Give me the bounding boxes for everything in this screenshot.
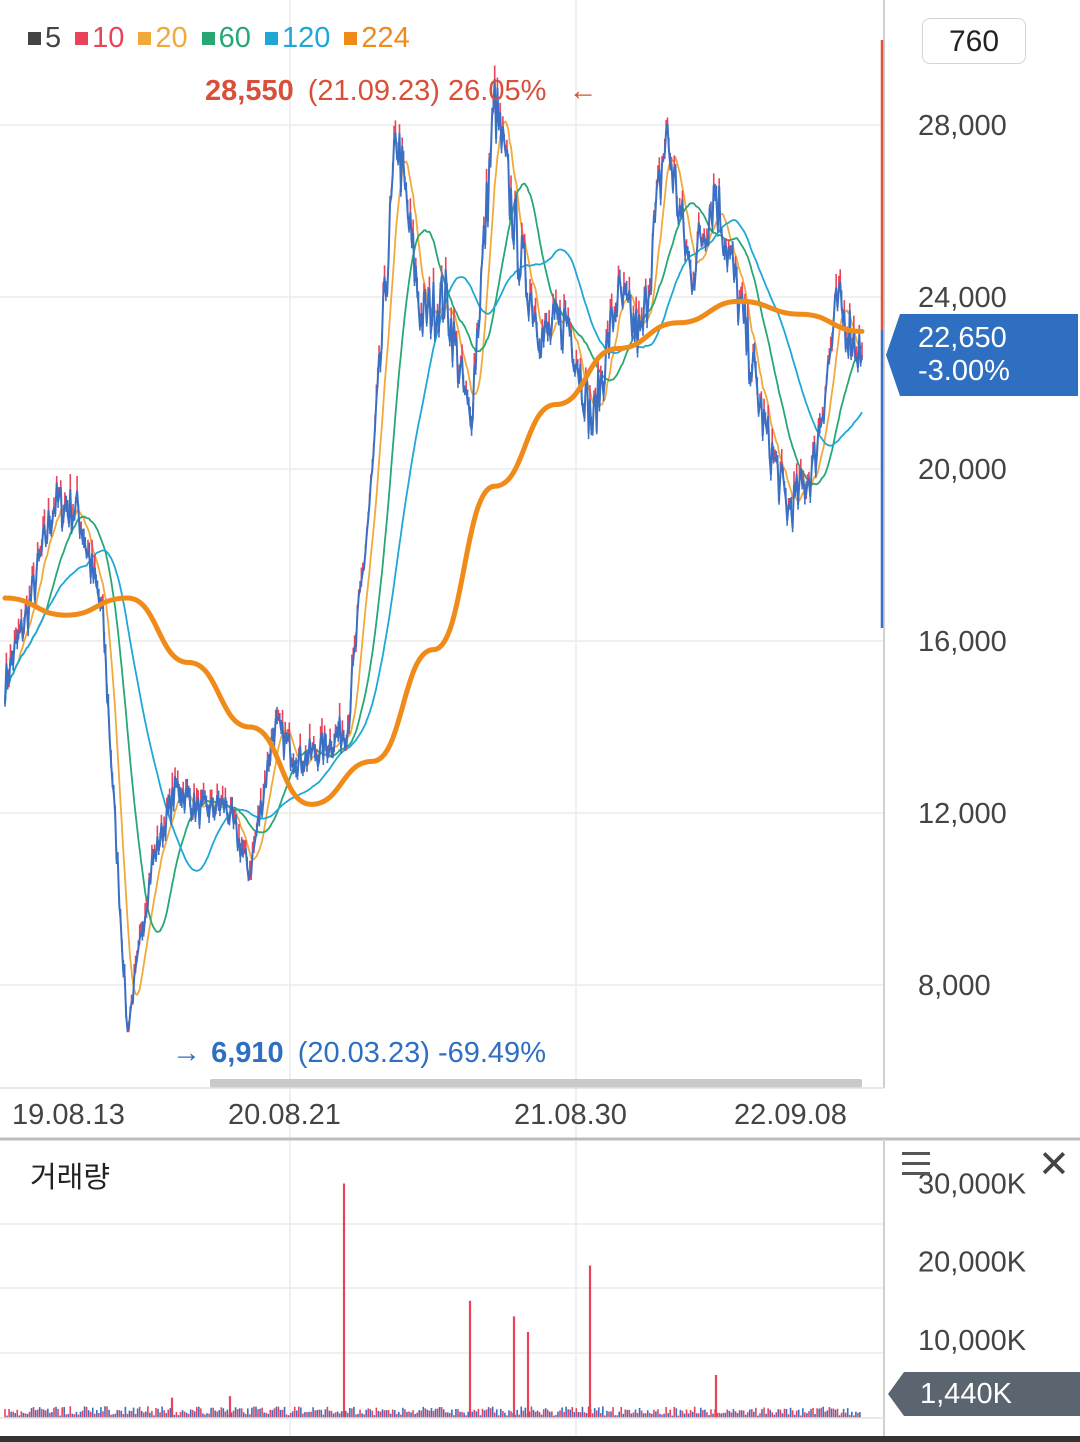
ma-224-path xyxy=(2,298,865,807)
price-tick-label: 28,000 xyxy=(918,110,1007,142)
price-tick-label: 8,000 xyxy=(918,970,991,1002)
volume-tick-label: 10,000K xyxy=(918,1325,1027,1357)
low-price: 6,910 xyxy=(211,1037,284,1069)
legend-label-60: 60 xyxy=(218,22,251,54)
date-tick-label: 20.08.21 xyxy=(228,1099,341,1131)
legend-label-120: 120 xyxy=(281,22,331,54)
date-tick-label: 21.08.30 xyxy=(514,1099,627,1131)
legend-swatch-120 xyxy=(264,31,278,45)
legend-swatch-5 xyxy=(28,31,41,45)
legend-label-20: 20 xyxy=(155,22,188,54)
volume-axis-labels: 30,000K 20,000K 10,000K xyxy=(918,1168,1027,1356)
price-tick-label: 24,000 xyxy=(918,282,1007,314)
legend-item-5[interactable]: 5 xyxy=(28,20,61,56)
date-tick-label: 19.08.13 xyxy=(12,1099,125,1131)
high-detail: (21.09.23) 26.05% xyxy=(308,75,547,107)
low-detail: (20.03.23) -69.49% xyxy=(298,1037,546,1069)
price-series xyxy=(4,65,863,1033)
high-price: 28,550 xyxy=(205,75,294,107)
legend-label-5: 5 xyxy=(45,22,62,54)
volume-tick-label: 20,000K xyxy=(918,1247,1027,1279)
current-price-change: -3.00% xyxy=(918,355,1010,387)
legend-item-20[interactable]: 20 xyxy=(138,20,188,56)
chart-scrollbar[interactable] xyxy=(210,1079,862,1088)
legend-swatch-60 xyxy=(201,31,215,45)
current-price-value: 22,650 xyxy=(918,322,1007,354)
candle-count-badge[interactable]: 760 xyxy=(922,18,1026,64)
legend-item-10[interactable]: 10 xyxy=(75,20,124,56)
low-arrow-icon: → xyxy=(172,1037,201,1069)
price-tick-label: 12,000 xyxy=(918,798,1007,830)
ma-120-line xyxy=(4,219,863,872)
price-tick-label: 16,000 xyxy=(918,626,1007,658)
legend-item-224[interactable]: 224 xyxy=(344,20,410,56)
volume-grid xyxy=(0,1223,884,1354)
price-line xyxy=(4,78,863,1031)
legend-label-10: 10 xyxy=(92,22,125,54)
legend-label-224: 224 xyxy=(361,22,410,54)
current-price-tag: 22,650 -3.00% xyxy=(886,314,1078,396)
legend-swatch-10 xyxy=(75,31,89,45)
volume-tick-label: 30,000K xyxy=(918,1168,1027,1200)
ma-224-line xyxy=(2,298,865,807)
legend-swatch-20 xyxy=(138,31,152,45)
date-axis-labels: 19.08.13 20.08.21 21.08.30 22.09.08 xyxy=(12,1099,847,1131)
price-grid xyxy=(0,0,884,1442)
low-annotation: → 6,910 (20.03.23) -69.49% xyxy=(172,1037,546,1069)
legend-item-60[interactable]: 60 xyxy=(201,20,251,56)
volume-panel-title: 거래량 xyxy=(30,1162,111,1194)
high-annotation: 28,550 (21.09.23) 26.05% ← xyxy=(205,75,597,107)
hamburger-icon[interactable] xyxy=(902,1152,930,1176)
high-arrow-icon: ← xyxy=(568,75,597,107)
legend-swatch-224 xyxy=(344,31,358,45)
current-volume-tag: 1,440K xyxy=(888,1372,1080,1416)
price-tick-label: 20,000 xyxy=(918,454,1007,486)
date-tick-label: 22.09.08 xyxy=(734,1099,847,1131)
volume-bars xyxy=(4,1183,861,1418)
ma-legend[interactable]: 5 10 20 60 120 224 xyxy=(28,20,410,56)
close-icon[interactable]: ✕ xyxy=(1038,1144,1070,1186)
price-axis-labels: 28,000 24,000 20,000 16,000 12,000 8,000 xyxy=(918,110,1007,1002)
bottom-bar xyxy=(0,1436,1080,1442)
legend-item-120[interactable]: 120 xyxy=(264,20,331,56)
